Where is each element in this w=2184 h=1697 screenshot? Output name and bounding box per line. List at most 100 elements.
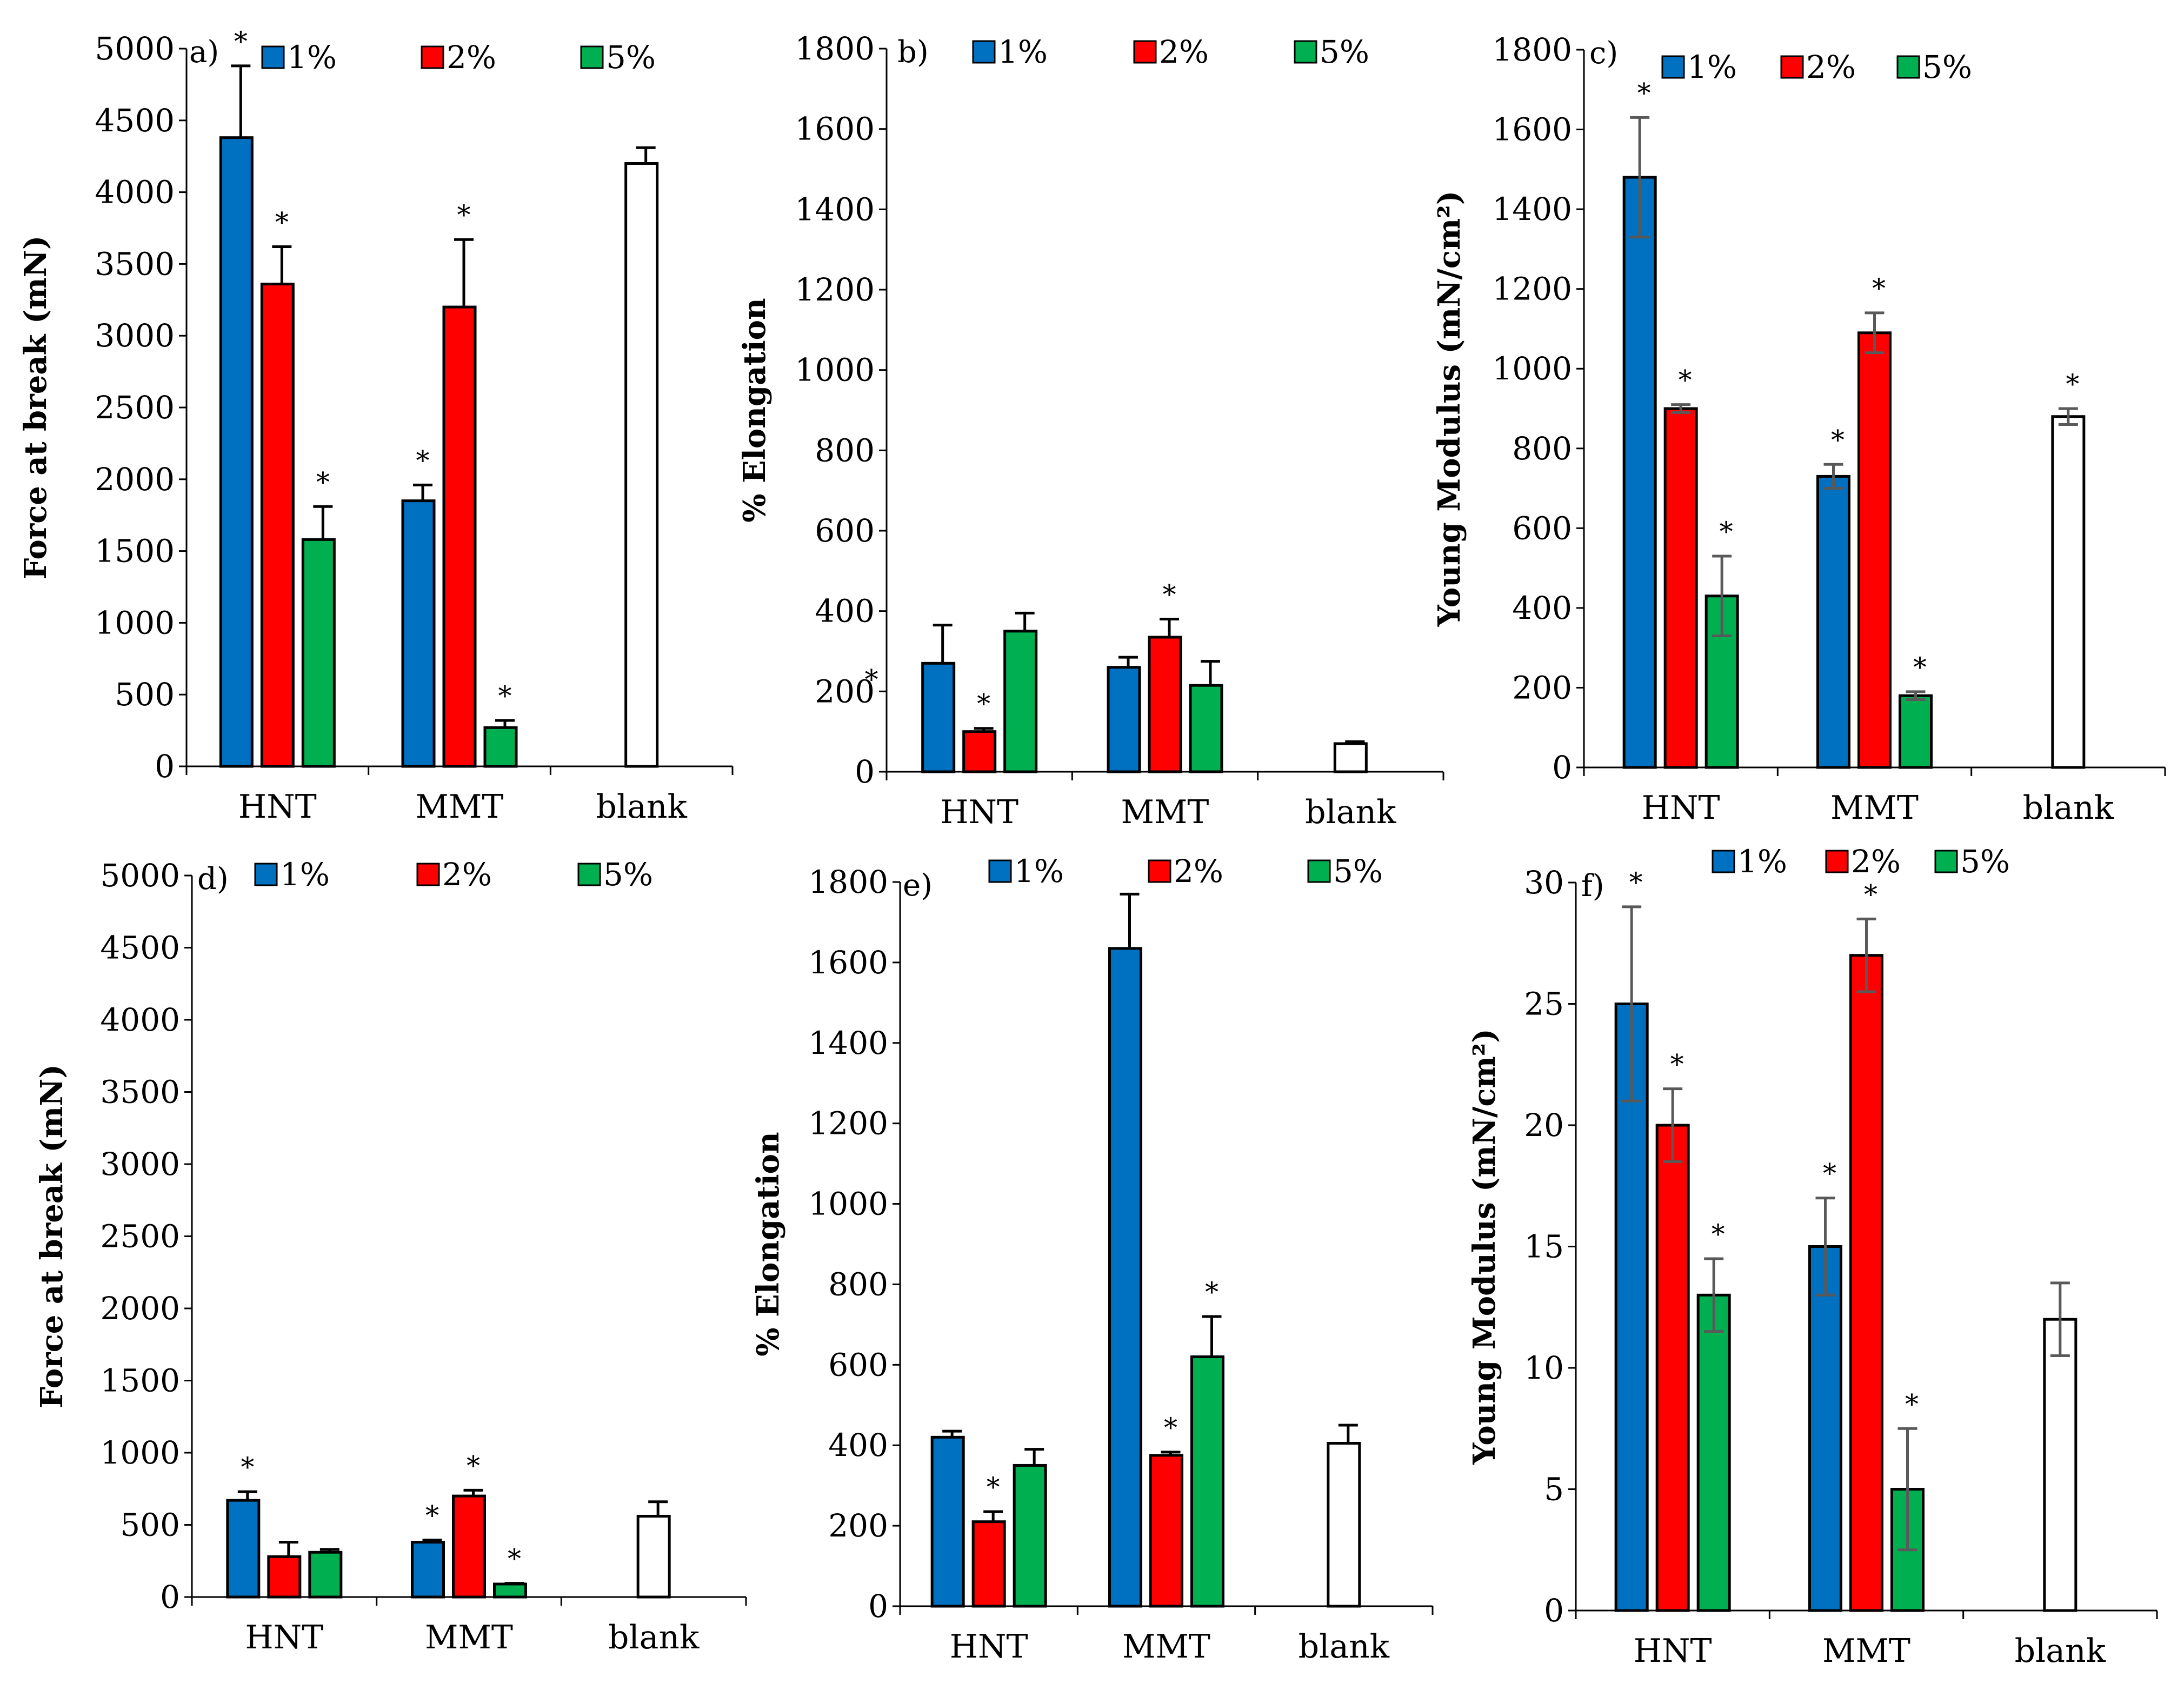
x-category-label: MMT	[1830, 789, 1919, 827]
x-category-label: HNT	[950, 1628, 1028, 1666]
chart-panel-c: 0 200 400 600 800 1000 1200 1400 1600 1800 HNT MMT b…	[1431, 31, 2166, 827]
y-tick-label: 3000	[95, 317, 175, 354]
significance-star: *	[1913, 652, 1927, 683]
legend-label: 1%	[1014, 853, 1064, 890]
x-category-label: blank	[1305, 793, 1396, 831]
significance-star: *	[1629, 867, 1643, 898]
x-category-label: HNT	[940, 793, 1018, 831]
bar-mmt-2pct	[452, 1494, 486, 1599]
y-tick-label: 4500	[100, 930, 180, 966]
y-axis-title: Young Modulus (mN/cm²)	[1431, 191, 1467, 627]
y-tick-label: 600	[815, 512, 875, 549]
significance-star: *	[1720, 516, 1733, 547]
y-tick-label: 1000	[795, 352, 875, 389]
bar-mmt-2pct	[1849, 954, 1883, 1612]
significance-star: *	[1637, 77, 1651, 109]
legend-swatch	[261, 45, 285, 69]
y-tick-label: 0	[868, 1588, 888, 1625]
bar-mmt-2pct	[442, 305, 477, 768]
legend-label: 5%	[1333, 853, 1383, 890]
y-tick-label: 400	[1512, 590, 1572, 626]
significance-star: *	[508, 1544, 521, 1575]
legend-swatch	[988, 859, 1012, 883]
y-tick-label: 800	[828, 1266, 888, 1302]
significance-star: *	[1670, 1049, 1684, 1080]
significance-star: *	[1872, 273, 1886, 304]
y-tick-label: 200	[828, 1507, 888, 1544]
y-tick-label: 3000	[100, 1146, 180, 1182]
significance-star: *	[1163, 579, 1176, 611]
legend-swatch	[1934, 850, 1958, 873]
y-tick-label: 30	[1524, 864, 1564, 901]
bar-mmt-2pct	[1148, 636, 1182, 773]
bar-mmt-1pct	[411, 1541, 445, 1599]
chart-panel-e: 0 200 400 600 800 1000 1200 1400 1600 1800 HNT MMT b…	[750, 853, 1434, 1666]
x-category-label: blank	[608, 1619, 700, 1656]
bar-mmt-5pct	[493, 1582, 527, 1599]
legend-label: 2%	[1174, 853, 1223, 890]
legend-swatch	[1294, 40, 1317, 64]
x-category-label: HNT	[245, 1619, 323, 1656]
y-tick-label: 1000	[1492, 350, 1572, 387]
y-tick-label: 5000	[100, 857, 180, 894]
bar-hnt-2pct	[1663, 407, 1698, 769]
y-tick-label: 400	[815, 593, 875, 630]
x-category-label: blank	[2023, 789, 2114, 827]
legend-label: 2%	[442, 856, 492, 893]
x-category-label: HNT	[1642, 789, 1720, 827]
bar-mmt-5pct	[483, 726, 518, 768]
y-tick-label: 1600	[808, 944, 888, 981]
legend-swatch	[1825, 850, 1849, 873]
legend-swatch	[1712, 850, 1735, 873]
significance-star: *	[457, 199, 471, 231]
panel-label: f)	[1581, 868, 1604, 904]
significance-star: *	[467, 1450, 480, 1481]
bar-hnt-2pct	[971, 1520, 1006, 1608]
bar-mmt-5pct	[1899, 694, 1933, 769]
y-axis-title: % Elongation	[750, 1132, 786, 1356]
bar-blank-blank	[636, 1514, 671, 1599]
y-axis-title: Force at break (mN)	[34, 1064, 70, 1408]
y-tick-label: 15	[1524, 1228, 1564, 1265]
y-tick-label: 0	[160, 1579, 180, 1615]
legend-label: 5%	[1320, 34, 1369, 70]
legend-swatch	[1307, 859, 1331, 883]
y-tick-label: 1500	[100, 1362, 180, 1399]
bar-mmt-2pct	[1149, 1454, 1183, 1608]
y-tick-label: 1500	[95, 533, 175, 570]
significance-star: *	[1823, 1158, 1836, 1190]
x-category-label: blank	[1299, 1628, 1390, 1666]
y-tick-label: 1800	[1492, 31, 1572, 68]
bar-blank-blank	[1333, 742, 1368, 773]
y-tick-label: 10	[1524, 1349, 1564, 1386]
bar-hnt-2pct	[962, 730, 997, 773]
legend-label: 1%	[1687, 49, 1737, 85]
x-category-label: MMT	[1822, 1632, 1910, 1670]
y-tick-label: 3500	[100, 1074, 180, 1111]
legend-label: 5%	[1960, 843, 2010, 880]
bar-hnt-1pct	[921, 662, 956, 773]
bar-hnt-2pct	[260, 283, 295, 768]
y-tick-label: 200	[1512, 669, 1572, 706]
y-tick-label: 20	[1524, 1107, 1564, 1144]
legend-swatch	[416, 863, 440, 886]
y-tick-label: 0	[855, 753, 875, 790]
y-tick-label: 1000	[95, 604, 175, 641]
legend-label: 2%	[1806, 49, 1856, 85]
bar-hnt-5pct	[1003, 630, 1038, 773]
y-tick-label: 1400	[795, 191, 875, 228]
y-tick-label: 1800	[795, 30, 875, 67]
bar-hnt-5pct	[1696, 1293, 1731, 1612]
y-tick-label: 600	[828, 1346, 888, 1383]
y-tick-label: 2500	[95, 389, 175, 426]
legend-label: 1%	[998, 34, 1048, 70]
y-tick-label: 2000	[100, 1290, 180, 1327]
significance-star: *	[498, 680, 512, 712]
panel-label: b)	[897, 35, 929, 70]
legend-swatch	[577, 863, 601, 886]
bar-hnt-5pct	[1013, 1464, 1047, 1608]
y-tick-label: 1400	[808, 1025, 888, 1061]
significance-star: *	[2066, 369, 2079, 400]
bar-mmt-1pct	[1108, 947, 1142, 1608]
bar-mmt-2pct	[1857, 331, 1892, 769]
